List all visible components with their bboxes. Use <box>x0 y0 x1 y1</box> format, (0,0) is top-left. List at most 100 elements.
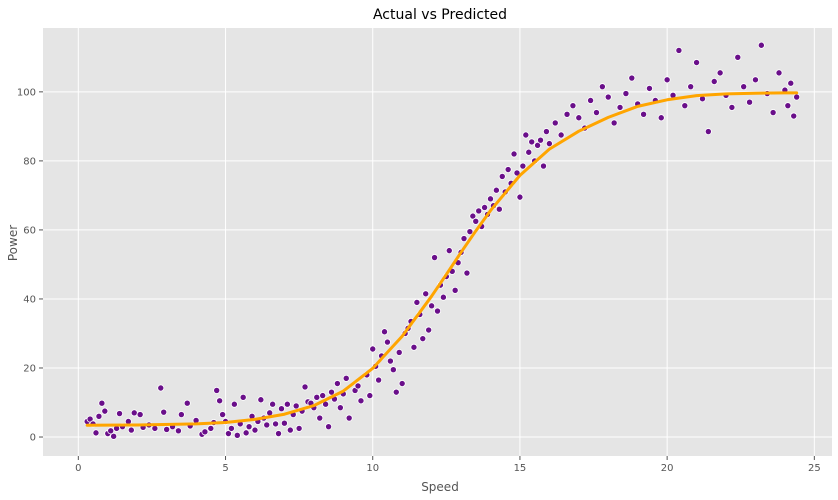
scatter-point <box>640 110 648 118</box>
scatter-point <box>431 254 439 262</box>
scatter-point <box>413 298 421 306</box>
scatter-point <box>366 392 374 400</box>
scatter-point <box>398 380 406 388</box>
scatter-point <box>239 393 247 401</box>
y-tick-label: 80 <box>23 156 36 167</box>
scatter-point <box>280 419 288 427</box>
scatter-point <box>534 141 542 149</box>
scatter-point <box>357 397 365 405</box>
scatter-point <box>525 148 533 156</box>
scatter-point <box>622 90 630 98</box>
scatter-point <box>116 410 124 418</box>
scatter-point <box>693 59 701 67</box>
scatter-point <box>389 366 397 374</box>
scatter-point <box>163 425 171 433</box>
scatter-point <box>734 53 742 61</box>
scatter-point <box>740 83 748 91</box>
scatter-point <box>257 396 265 404</box>
scatter-point <box>563 110 571 118</box>
scatter-point <box>569 102 577 110</box>
x-tick-label: 10 <box>366 463 379 474</box>
scatter-point <box>333 380 341 388</box>
scatter-point <box>513 169 521 177</box>
scatter-point <box>598 83 606 91</box>
scatter-point <box>219 411 227 419</box>
scatter-point <box>492 186 500 194</box>
scatter-point <box>460 235 468 243</box>
scatter-point <box>504 166 512 174</box>
scatter-point <box>428 302 436 310</box>
scatter-point <box>575 114 583 122</box>
scatter-point <box>230 400 238 408</box>
scatter-point <box>422 290 430 298</box>
y-tick-label: 40 <box>23 294 36 305</box>
scatter-point <box>242 429 250 437</box>
scatter-point <box>757 41 765 49</box>
scatter-point <box>445 247 453 255</box>
scatter-point <box>787 79 795 87</box>
scatter-point <box>469 212 477 220</box>
scatter-point <box>542 128 550 136</box>
scatter-point <box>663 76 671 84</box>
scatter-point <box>160 408 168 416</box>
scatter-point <box>354 382 362 390</box>
scatter-point <box>395 348 403 356</box>
scatter-point <box>433 307 441 315</box>
scatter-point <box>92 429 100 437</box>
scatter-point <box>751 76 759 84</box>
scatter-point <box>95 412 103 420</box>
scatter-point <box>392 388 400 396</box>
scatter-point <box>183 399 191 407</box>
scatter-point <box>498 172 506 180</box>
scatter-point <box>224 430 232 438</box>
scatter-point <box>645 84 653 92</box>
y-tick-label: 20 <box>23 363 36 374</box>
scatter-point <box>545 140 553 148</box>
scatter-point <box>769 109 777 117</box>
series-layer <box>83 41 801 440</box>
scatter-point <box>227 424 235 432</box>
scatter-point <box>216 397 224 405</box>
scatter-point <box>775 69 783 77</box>
scatter-point <box>592 109 600 117</box>
scatter-point <box>269 400 277 408</box>
scatter-point <box>319 392 327 400</box>
fit-line <box>85 91 799 427</box>
scatter-point <box>463 269 471 277</box>
y-tick-label: 60 <box>23 225 36 236</box>
scatter-point <box>486 195 494 203</box>
scatter-point <box>539 162 547 170</box>
scatter-point <box>425 326 433 334</box>
scatter-point <box>537 136 545 144</box>
y-axis: 0 20 40 60 80 100 <box>17 87 43 444</box>
scatter-point <box>336 404 344 412</box>
scatter-point <box>292 402 300 410</box>
scatter-point <box>177 411 185 419</box>
scatter-point <box>263 421 271 429</box>
scatter-point <box>704 128 712 136</box>
y-tick-label: 100 <box>17 87 36 98</box>
scatter-point <box>342 374 350 382</box>
x-tick-label: 15 <box>514 463 527 474</box>
scatter-point <box>551 119 559 127</box>
scatter-point <box>587 96 595 104</box>
scatter-point <box>325 423 333 431</box>
scatter-point <box>793 93 801 101</box>
grid <box>43 28 832 456</box>
scatter-point <box>439 293 447 301</box>
scatter-point <box>528 138 536 146</box>
scatter-point <box>510 150 518 158</box>
scatter-point <box>375 376 383 384</box>
scatter-point <box>716 69 724 77</box>
scatter-point <box>245 423 253 431</box>
scatter-point <box>687 83 695 91</box>
x-tick-label: 25 <box>808 463 821 474</box>
scatter-point <box>301 383 309 391</box>
scatter-point <box>790 112 798 120</box>
scatter-point <box>345 414 353 422</box>
scatter-point <box>275 430 283 438</box>
scatter-point <box>728 103 736 111</box>
scatter-point <box>451 286 459 294</box>
y-axis-label: Power <box>6 225 20 261</box>
scatter-point <box>710 78 718 86</box>
